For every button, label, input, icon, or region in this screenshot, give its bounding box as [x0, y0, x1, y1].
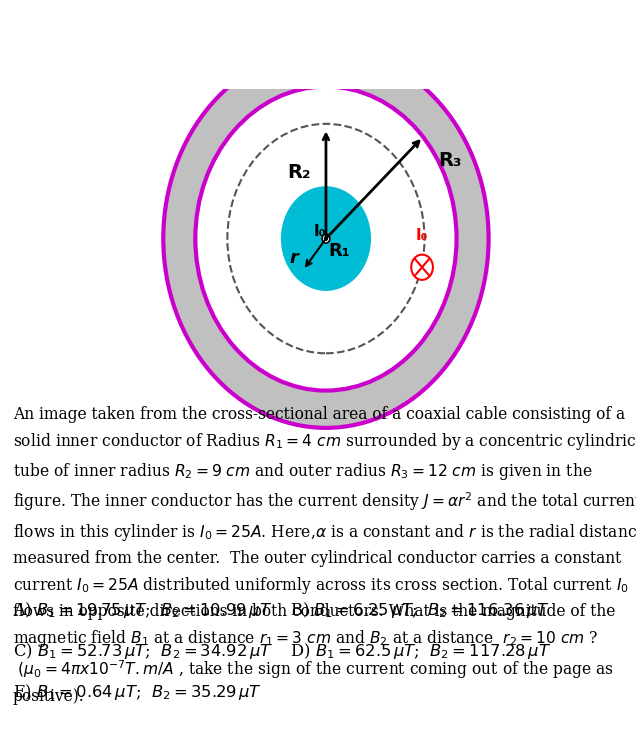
Circle shape — [195, 86, 457, 390]
Text: I₀: I₀ — [416, 228, 428, 243]
Text: R₁: R₁ — [328, 242, 350, 260]
Text: C) $B_1 = 52.73\,\mu T$;  $B_2 = 34.92\,\mu T$    D) $B_1 = 62.5\,\mu T$;  $B_2 : C) $B_1 = 52.73\,\mu T$; $B_2 = 34.92\,\… — [13, 641, 551, 661]
Text: R₂: R₂ — [287, 162, 310, 182]
Text: I₀: I₀ — [314, 224, 326, 239]
Circle shape — [411, 255, 433, 280]
Circle shape — [163, 49, 488, 428]
Text: An image taken from the cross-sectional area of a coaxial cable consisting of a
: An image taken from the cross-sectional … — [13, 406, 636, 706]
Circle shape — [324, 237, 328, 241]
Circle shape — [282, 187, 370, 291]
Text: r: r — [289, 249, 298, 267]
Circle shape — [322, 234, 330, 243]
Text: A) $B_1 = 19.75\,\mu T$;  $B_2 = 10.99\,\mu T$    B) $B_1 = 6.25\,\mu T$;  $B_2 : A) $B_1 = 19.75\,\mu T$; $B_2 = 10.99\,\… — [13, 600, 550, 620]
Text: R₃: R₃ — [438, 151, 462, 171]
Text: E) $B_1 = 0.64\,\mu T$;  $B_2 = 35.29\,\mu T$: E) $B_1 = 0.64\,\mu T$; $B_2 = 35.29\,\m… — [13, 682, 262, 702]
